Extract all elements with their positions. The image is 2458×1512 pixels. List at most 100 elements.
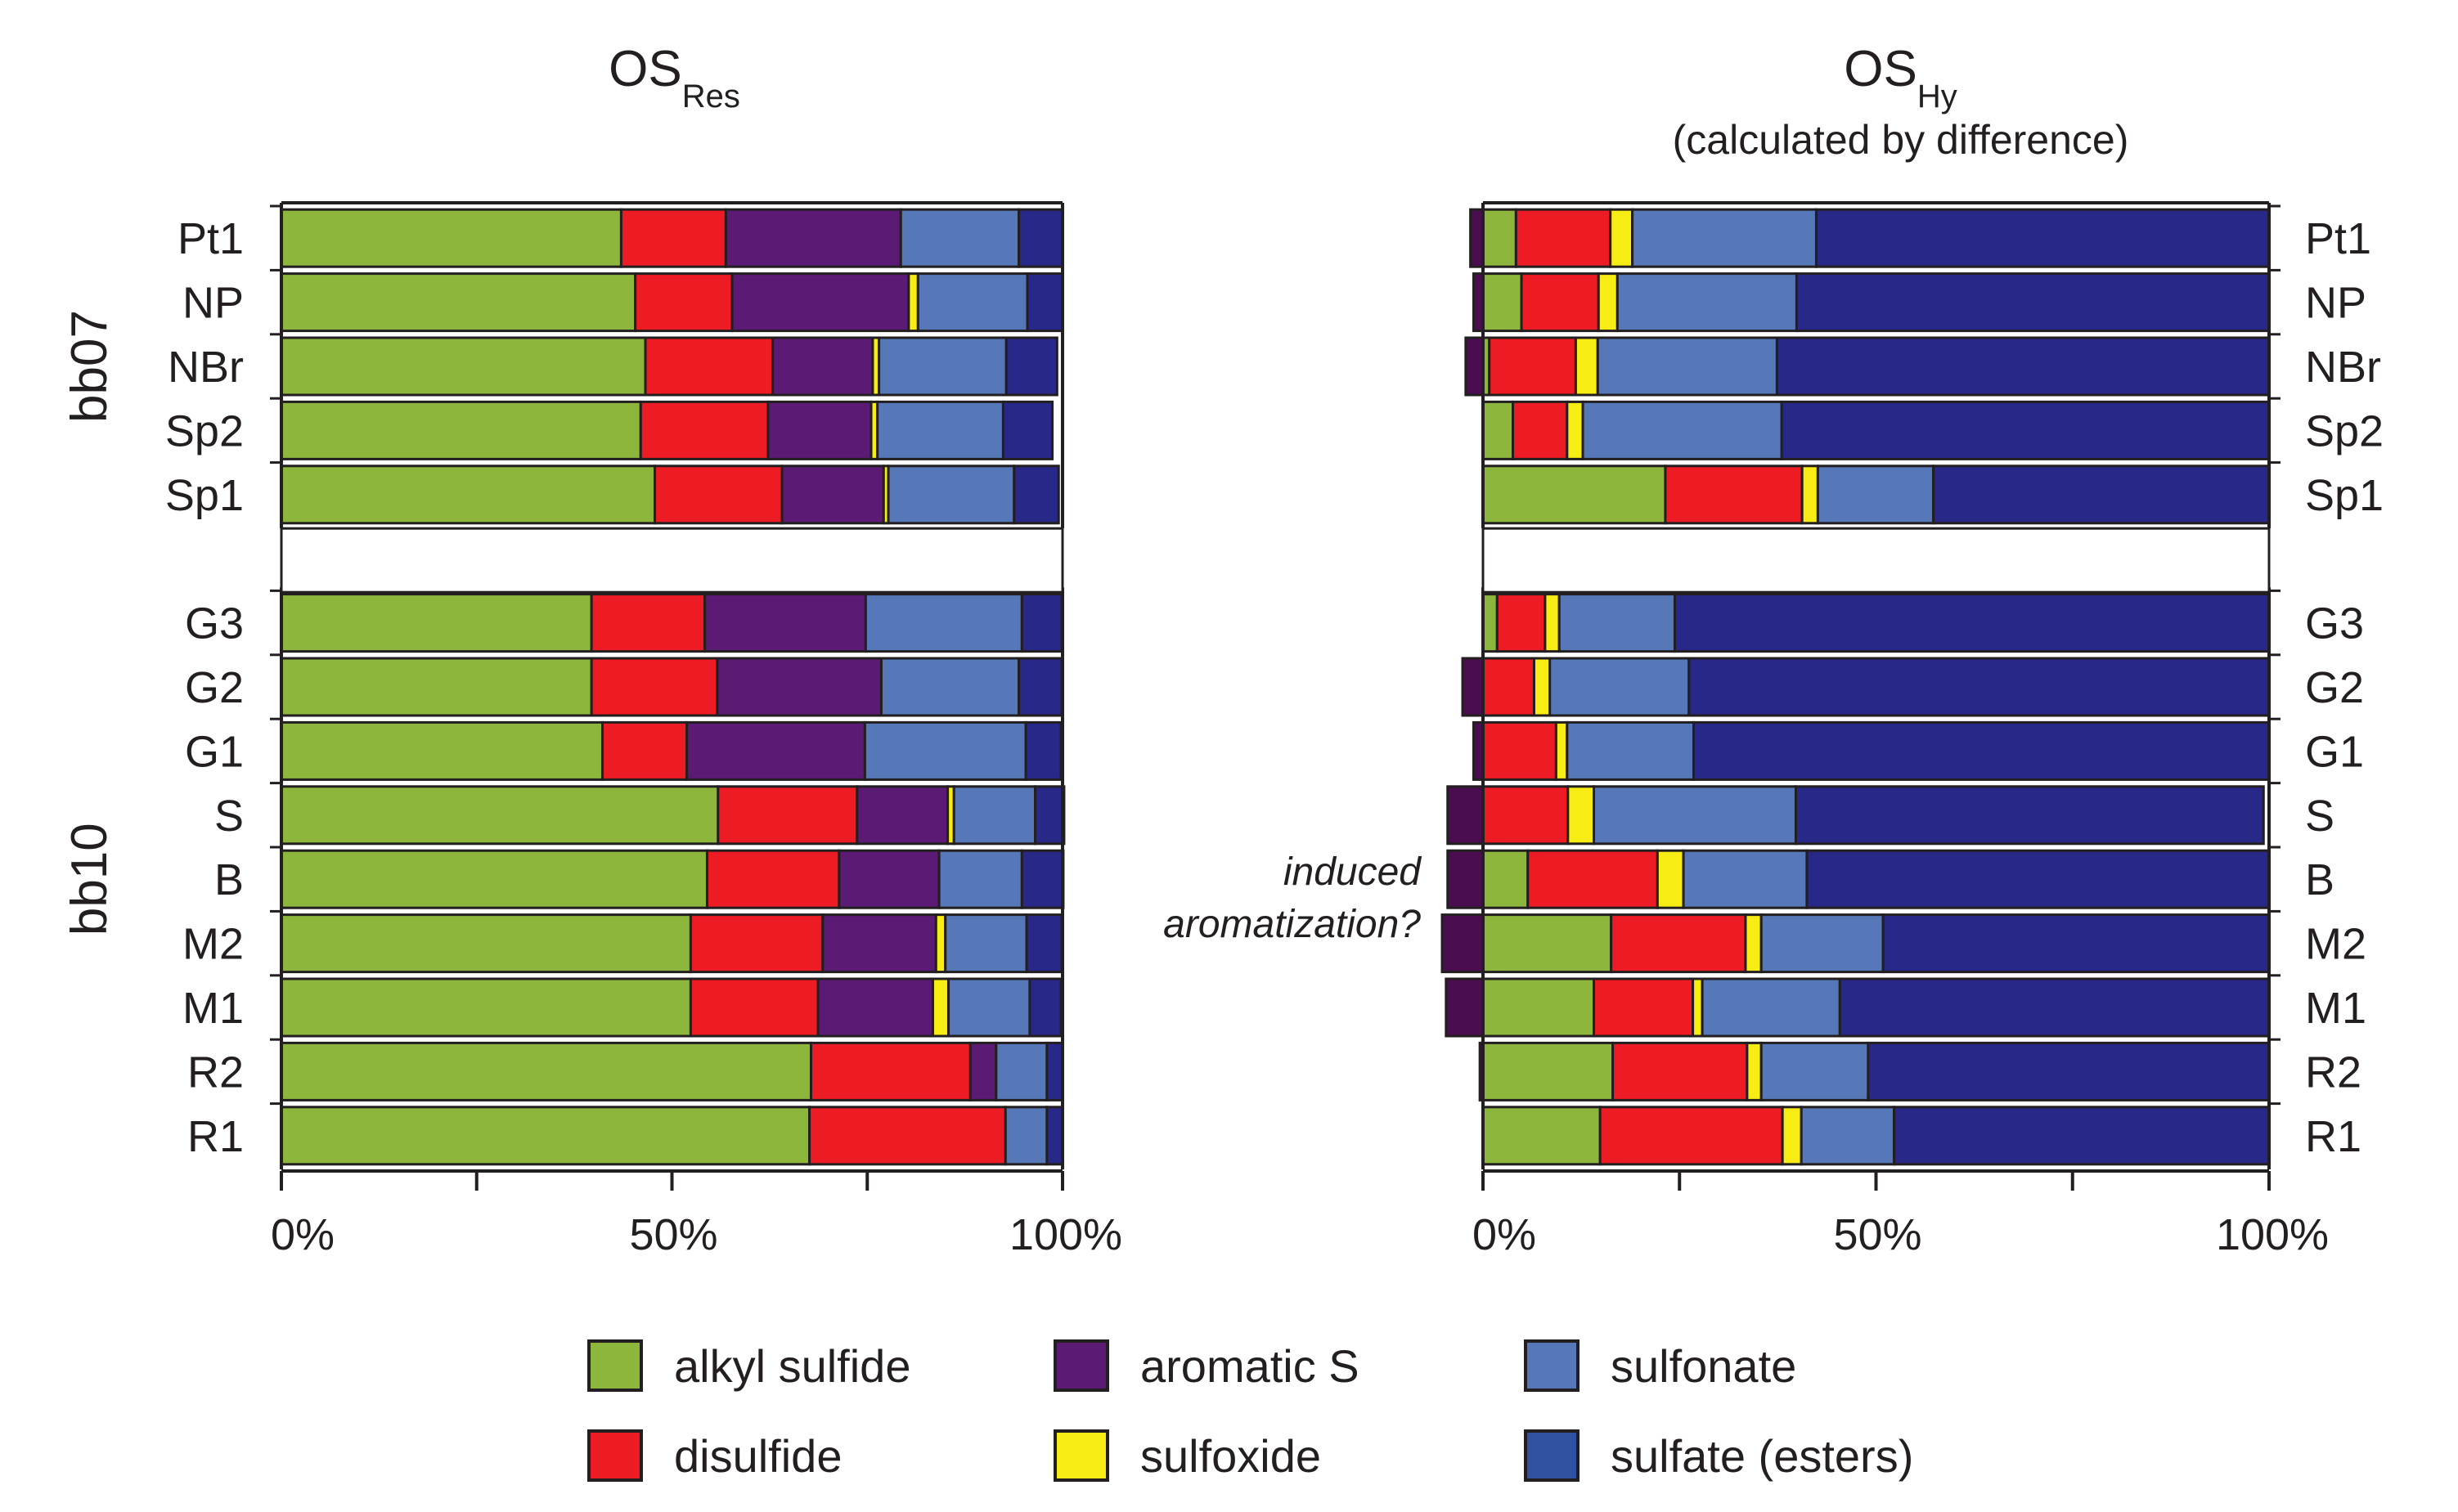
bar-segment-sulfoxide-m1: [1692, 977, 1704, 1038]
bar-segment-sulfonate-g2: [879, 657, 1021, 717]
category-label-m2: M2: [182, 920, 244, 969]
bar-segment-disulfide-m1: [689, 977, 820, 1038]
bar-segment-sulfonate-r2: [1759, 1041, 1870, 1101]
bar-segment-aromatic-s-g1: [685, 720, 866, 781]
bar-row-m2: [1440, 913, 2271, 974]
legend-item-sulfate-esters: sulfate (esters): [1524, 1429, 1913, 1482]
bar-segment-sulfonate-m2: [944, 913, 1028, 974]
bar-segment-sulfate-esters-nbr: [1004, 336, 1058, 397]
bar-segment-aromatic-s-r2: [968, 1041, 998, 1101]
category-label-nbr: NBr: [2305, 343, 2381, 392]
chart-title-subscript: Res: [682, 79, 740, 114]
category-label-s: S: [214, 792, 244, 841]
category-label-g2: G2: [2305, 663, 2364, 712]
category-label-m1: M1: [2305, 984, 2366, 1033]
bar-segment-disulfide-b: [1526, 849, 1659, 909]
category-label-sp2: Sp2: [2305, 406, 2384, 455]
category-label-np: NP: [2305, 279, 2366, 328]
category-label-pt1: Pt1: [177, 214, 244, 263]
bar-segment-disulfide-np: [1520, 272, 1600, 333]
bar-row-s: [280, 785, 1066, 846]
bar-segment-aromatic-s-nbr: [771, 336, 874, 397]
bar-segment-aromatic-s-b: [838, 849, 941, 909]
bar-segment-sulfonate-sp1: [1816, 464, 1935, 525]
group-spacer: [1481, 527, 2271, 594]
bar-segment-disulfide-m1: [1593, 977, 1695, 1038]
bar-row-m1: [1445, 977, 2271, 1038]
chart-title: OSRes: [609, 41, 740, 114]
bar-segment-sulfate-esters-sp1: [1013, 464, 1060, 525]
bar-segment-sulfate-esters-s: [1794, 785, 2265, 846]
category-label-np: NP: [182, 279, 244, 328]
bar-row-sp1: [280, 464, 1060, 525]
chart-title-main: OS: [1844, 41, 1917, 97]
bar-segment-sulfoxide-g3: [1544, 593, 1561, 653]
bar-segment-alkyl-sulfide-sp2: [280, 400, 642, 460]
bar-segment-sulfate-esters-g1: [1024, 720, 1063, 781]
legend-swatch-aromatic-s: [1054, 1339, 1109, 1392]
bar-segment-alkyl-sulfide-m1: [280, 977, 692, 1038]
bar-row-g1: [1472, 720, 2271, 781]
category-label-g3: G3: [185, 599, 244, 648]
bar-segment-sulfonate-g2: [1548, 657, 1691, 717]
bar-segment-sulfonate-pt1: [899, 208, 1021, 268]
bar-segment-sulfoxide-sp2: [1566, 400, 1584, 460]
bar-segment-sulfate-esters-sp2: [1780, 400, 2271, 460]
bar-segment-sulfate-esters-g2: [1018, 657, 1063, 717]
bar-segment-sulfate-esters-g1: [1692, 720, 2271, 781]
bar-row-s: [1446, 785, 2265, 846]
bar-row-sp2: [1481, 400, 2271, 460]
bar-segment-sulfate-esters-pt1: [1814, 208, 2271, 268]
bar-segment-sulfate-esters-np: [1795, 272, 2271, 333]
bar-segment-sulfate-esters-r1: [1045, 1106, 1064, 1166]
bar-row-sp2: [280, 400, 1054, 460]
legend-item-sulfonate: sulfonate: [1524, 1339, 1796, 1392]
bar-segment-sulfate-esters-r1: [1893, 1106, 2271, 1166]
legend-item-sulfoxide: sulfoxide: [1054, 1429, 1321, 1482]
bar-row-np: [1472, 272, 2271, 333]
bar-segment-sulfoxide-sp1: [1800, 464, 1819, 525]
bar-segment-sulfonate-r1: [1800, 1106, 1896, 1166]
bar-segment-disulfide-sp2: [1512, 400, 1569, 460]
legend-label-sulfonate: sulfonate: [1611, 1340, 1796, 1392]
bar-segment-sulfoxide-m1: [931, 977, 950, 1038]
bar-segment-sulfonate-r2: [995, 1041, 1049, 1101]
bar-segment-sulfonate-g1: [1566, 720, 1696, 781]
chart-title-main: OS: [609, 41, 682, 97]
bar-segment-disulfide-g3: [590, 593, 707, 653]
group-label-bb07: bb07: [61, 310, 118, 423]
bar-row-r1: [1481, 1106, 2271, 1166]
bar-segment-alkyl-sulfide-sp1: [280, 464, 656, 525]
bar-segment-aromatic-s-negative-g2: [1461, 657, 1485, 717]
category-label-r2: R2: [2305, 1048, 2361, 1097]
chart-title-subscript: Hy: [1917, 79, 1957, 114]
bar-segment-disulfide-g2: [1481, 657, 1535, 717]
bar-segment-aromatic-s-pt1: [724, 208, 902, 268]
x-tick-label: 50%: [629, 1210, 717, 1259]
bar-segment-sulfate-esters-m2: [1881, 913, 2271, 974]
bar-segment-alkyl-sulfide-g3: [280, 593, 593, 653]
bar-row-np: [280, 272, 1064, 333]
bar-row-sp1: [1481, 464, 2271, 525]
bar-segment-sulfate-esters-g3: [1673, 593, 2271, 653]
bar-row-b: [1446, 849, 2271, 909]
bar-segment-sulfoxide-np: [907, 272, 919, 333]
category-label-sp1: Sp1: [2305, 471, 2384, 520]
category-label-s: S: [2305, 792, 2334, 841]
legend-swatch-sulfonate: [1524, 1339, 1580, 1392]
bar-segment-aromatic-s-sp1: [780, 464, 885, 525]
legend-swatch-disulfide: [587, 1429, 643, 1482]
bar-segment-sulfoxide-b: [1656, 849, 1685, 909]
bar-segment-sulfate-esters-s: [1034, 785, 1066, 846]
category-label-g1: G1: [185, 727, 244, 776]
bar-segment-sulfate-esters-g3: [1020, 593, 1063, 653]
category-label-r2: R2: [187, 1048, 244, 1097]
group-spacer: [280, 527, 1064, 594]
legend-label-sulfoxide: sulfoxide: [1140, 1430, 1321, 1482]
bar-segment-sulfonate-m1: [1701, 977, 1841, 1038]
annotation-line-2: aromatization?: [1163, 903, 1421, 946]
legend-swatch-alkyl-sulfide: [587, 1339, 643, 1392]
chart-title: OSHy: [1844, 41, 1957, 114]
bar-segment-sulfonate-b: [1682, 849, 1809, 909]
